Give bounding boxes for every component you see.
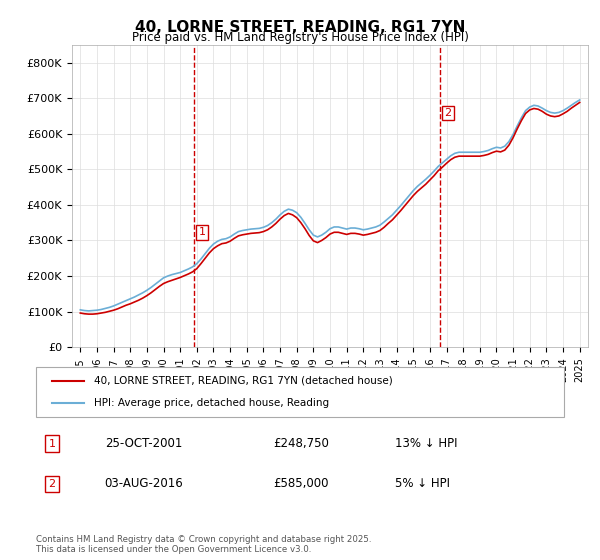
Text: 1: 1 (199, 227, 206, 237)
Text: 40, LORNE STREET, READING, RG1 7YN (detached house): 40, LORNE STREET, READING, RG1 7YN (deta… (94, 376, 393, 386)
Text: 1: 1 (49, 438, 55, 449)
Text: 03-AUG-2016: 03-AUG-2016 (104, 477, 184, 491)
Text: Price paid vs. HM Land Registry's House Price Index (HPI): Price paid vs. HM Land Registry's House … (131, 31, 469, 44)
FancyBboxPatch shape (36, 367, 564, 417)
Text: £585,000: £585,000 (274, 477, 329, 491)
Text: Contains HM Land Registry data © Crown copyright and database right 2025.
This d: Contains HM Land Registry data © Crown c… (36, 535, 371, 554)
Text: 2: 2 (48, 479, 55, 489)
Text: 5% ↓ HPI: 5% ↓ HPI (395, 477, 450, 491)
Text: 40, LORNE STREET, READING, RG1 7YN: 40, LORNE STREET, READING, RG1 7YN (135, 20, 465, 35)
Text: £248,750: £248,750 (274, 437, 329, 450)
Text: 2: 2 (445, 108, 452, 118)
Text: 13% ↓ HPI: 13% ↓ HPI (395, 437, 458, 450)
Text: HPI: Average price, detached house, Reading: HPI: Average price, detached house, Read… (94, 398, 329, 408)
Text: 25-OCT-2001: 25-OCT-2001 (104, 437, 182, 450)
